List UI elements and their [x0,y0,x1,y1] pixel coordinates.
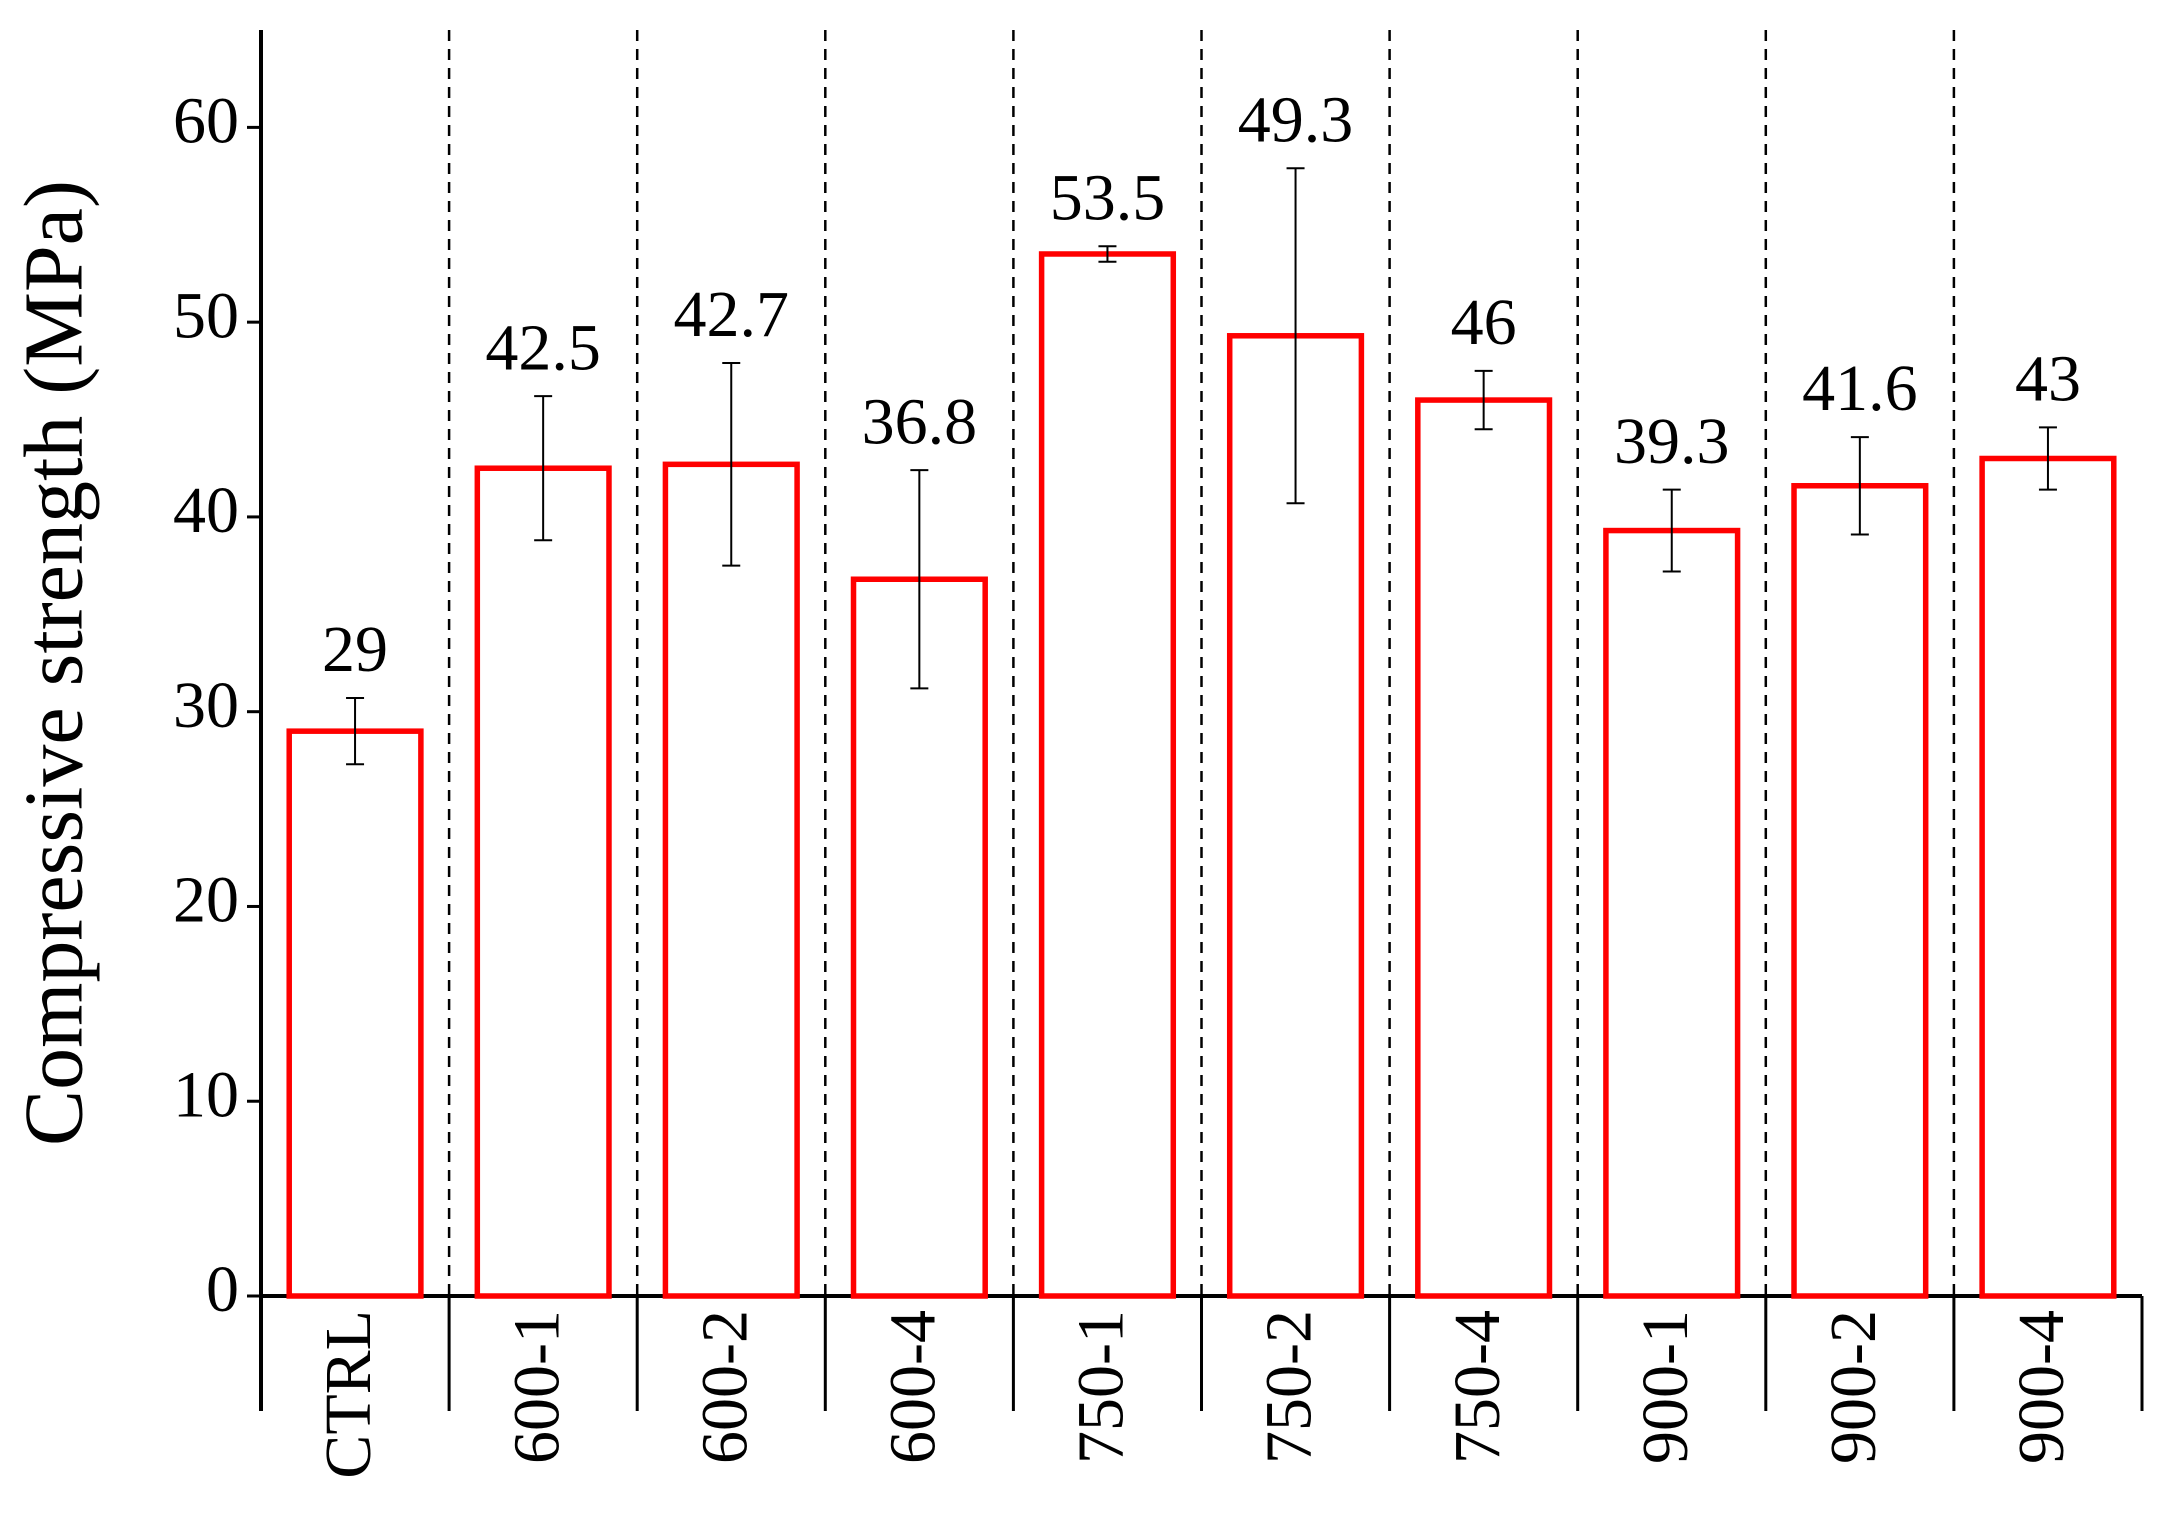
error-bar [1662,488,1681,573]
x-tick-label: 600-1 [500,1310,573,1464]
x-tick-label: 900-1 [1629,1310,1702,1464]
x-tick-label: 750-4 [1441,1310,1514,1464]
x-tick-label: CTRL [312,1310,385,1479]
bar [1038,251,1177,1299]
y-tick-label: 40 [173,474,239,547]
bar [1415,397,1553,1299]
value-label: 42.5 [485,311,601,384]
error-bar [346,697,365,766]
y-tick-label: 0 [206,1253,239,1326]
y-tick-label: 20 [173,864,239,937]
y-tick-label: 60 [173,85,239,158]
error-bar [1098,245,1117,263]
bar [474,465,612,1299]
x-tick-label: 600-2 [688,1310,761,1464]
value-label: 39.3 [1614,405,1730,478]
x-tick-label: 750-2 [1253,1310,1326,1464]
bar [286,728,424,1299]
value-label: 49.3 [1238,83,1354,156]
bar [662,461,800,1299]
value-label: 36.8 [862,385,978,458]
error-bar [1850,436,1869,536]
value-label: 53.5 [1050,161,1166,234]
y-axis-label: Compressive strength (MPa) [7,180,100,1146]
error-bar [2038,426,2057,491]
value-label: 42.7 [674,278,790,351]
x-tick-label: 750-1 [1065,1310,1138,1464]
bar [1979,455,2117,1299]
y-tick-label: 50 [173,279,239,352]
error-bar [910,469,929,690]
error-bar [534,395,553,542]
error-bar [1474,369,1493,431]
error-bar [1286,167,1305,505]
bar [1791,483,1929,1299]
bar [1603,527,1741,1299]
x-tick-label: 600-4 [876,1310,949,1464]
y-tick-label: 30 [173,669,239,742]
value-label: 43 [2015,342,2081,415]
value-label: 41.6 [1802,352,1918,425]
y-tick-label: 10 [173,1058,239,1131]
value-label: 46 [1451,286,1517,359]
error-bar [722,362,741,567]
x-tick-label: 900-4 [2005,1310,2078,1464]
value-label: 29 [322,613,388,686]
x-tick-label: 900-2 [1817,1310,1890,1464]
